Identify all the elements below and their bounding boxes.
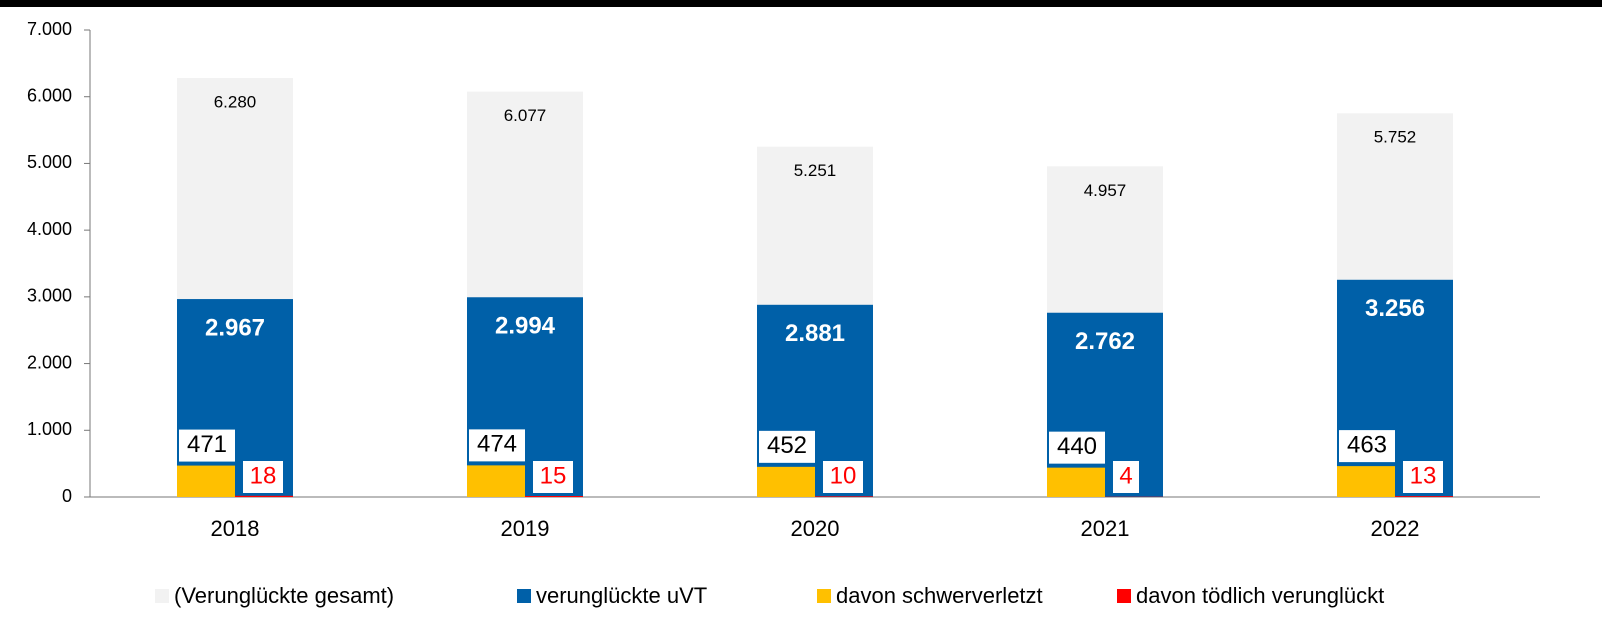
y-tick-label: 1.000	[27, 419, 72, 439]
legend-label: (Verunglückte gesamt)	[174, 583, 394, 608]
label-box	[243, 461, 283, 493]
data-label: 18	[250, 462, 277, 489]
bar	[1337, 466, 1395, 497]
label-box	[533, 461, 573, 493]
bar	[815, 496, 873, 497]
data-label: 15	[540, 462, 567, 489]
y-tick-label: 2.000	[27, 352, 72, 372]
bar	[235, 495, 293, 497]
label-box	[1049, 431, 1105, 464]
data-label: 4.957	[1084, 181, 1127, 200]
label-box	[1403, 461, 1443, 493]
data-label: 5.752	[1374, 128, 1417, 147]
data-label: 2.994	[495, 313, 556, 340]
label-box	[1113, 461, 1139, 493]
bar	[177, 465, 235, 497]
data-label: 4	[1119, 462, 1132, 489]
data-label: 440	[1057, 433, 1097, 460]
legend-swatch	[817, 589, 831, 603]
data-label: 5.251	[794, 161, 837, 180]
data-label: 471	[187, 431, 227, 458]
data-label: 2.881	[785, 320, 845, 347]
y-tick-label: 4.000	[27, 219, 72, 239]
legend-label: davon schwerverletzt	[836, 583, 1043, 608]
data-label: 3.256	[1365, 295, 1425, 322]
y-tick-label: 0	[62, 486, 72, 506]
x-tick-label: 2019	[501, 516, 550, 541]
bar	[467, 465, 525, 497]
bar	[757, 466, 815, 497]
data-label: 2.967	[205, 314, 265, 341]
x-tick-label: 2020	[791, 516, 840, 541]
legend-label: verunglückte uVT	[536, 583, 707, 608]
y-tick-label: 3.000	[27, 286, 72, 306]
data-label: 10	[830, 462, 857, 489]
data-label: 463	[1347, 431, 1387, 458]
legend-label: davon tödlich verunglückt	[1136, 583, 1384, 608]
data-label: 6.280	[214, 93, 257, 112]
legend-swatch	[517, 589, 531, 603]
data-label: 2.762	[1075, 328, 1135, 355]
y-tick-label: 6.000	[27, 85, 72, 105]
x-tick-label: 2021	[1081, 516, 1130, 541]
label-box	[1339, 430, 1395, 463]
label-box	[759, 430, 815, 463]
y-tick-label: 5.000	[27, 152, 72, 172]
bar	[1395, 496, 1453, 497]
data-label: 452	[767, 432, 807, 459]
bar	[525, 495, 583, 497]
bar	[1047, 467, 1105, 497]
bar	[1047, 312, 1163, 497]
label-box	[469, 429, 525, 462]
x-tick-label: 2018	[211, 516, 260, 541]
y-tick-label: 7.000	[27, 19, 72, 39]
data-label: 474	[477, 431, 517, 458]
label-box	[823, 461, 863, 493]
legend-swatch	[155, 589, 169, 603]
data-label: 6.077	[504, 106, 547, 125]
data-label: 13	[1410, 462, 1437, 489]
top-rule	[0, 0, 1602, 7]
label-box	[179, 429, 235, 462]
x-tick-label: 2022	[1371, 516, 1420, 541]
legend-swatch	[1117, 589, 1131, 603]
